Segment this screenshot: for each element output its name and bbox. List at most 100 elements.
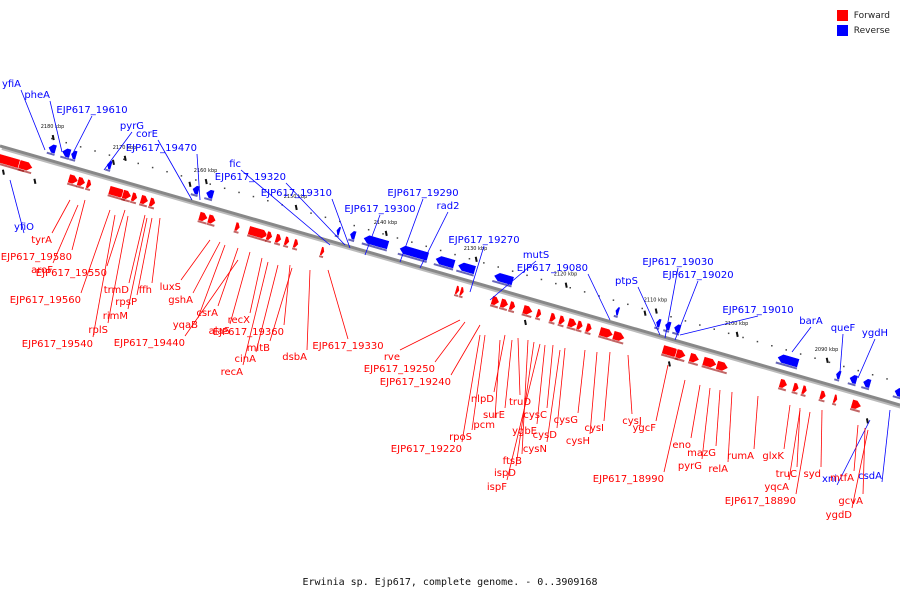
forward-gene-label: mazG [687,448,716,459]
forward-gene-body [233,221,241,232]
forward-gene-body [557,314,566,325]
ruler-dot [483,262,485,264]
reverse-gene-label: EJP617_19320 [215,172,286,183]
reverse-gene-label: pyrG [120,121,144,132]
forward-gene-body [688,352,700,363]
ruler-dot [108,154,111,156]
reverse-gene [60,147,73,161]
forward-gene-label: ispD [494,468,516,479]
forward-gene-label: mtfA [830,473,854,484]
forward-gene [233,221,241,234]
genome-backbone [0,144,900,409]
reverse-leader-line [20,89,46,151]
forward-gene [282,235,290,249]
scale-tick [474,256,478,262]
forward-gene-body [265,230,273,241]
ruler-dot [699,324,701,326]
forward-leader-line [255,264,279,353]
ruler-dot [51,137,53,140]
reverse-gene-label: corE [136,129,158,140]
forward-leader-line [521,339,529,455]
gene-shade [834,378,840,382]
forward-gene-label: ffh [139,285,152,296]
scale-tick-label: 2130 kbp [464,246,488,252]
reverse-gene [492,272,515,288]
reverse-gene-body [70,150,79,161]
ruler-dot [540,278,543,281]
forward-leader-line [434,321,466,363]
forward-gene-body [85,178,92,189]
ruler-dot [713,328,715,330]
gene-shade [557,323,564,328]
forward-gene [138,194,149,208]
forward-leader-line [690,384,701,439]
gene-shade [66,182,78,188]
ruler-dot [569,286,571,289]
feature-marks [1,159,869,424]
reverse-gene [892,387,900,400]
ruler-dot [454,253,456,256]
scale-tick-label: 2180 kbp [41,124,65,130]
forward-leader-line [106,209,126,267]
ruler-dot [670,316,672,318]
forward-gene-label: glxK [762,451,784,462]
reverse-gene-body [205,189,216,200]
forward-leader-line [506,343,541,481]
reverse-leader-line [587,273,611,321]
forward-leader-line [546,349,561,443]
forward-gene-body [139,194,149,205]
forward-gene [521,304,534,319]
feature-mark [33,178,37,184]
forward-gene-body [17,159,34,172]
forward-gene-body [458,286,465,297]
forward-gene-label: luxS [160,282,181,293]
reverse-gene-label: xni [822,474,837,485]
forward-leader-line [862,427,866,495]
forward-leader-line [151,217,161,284]
forward-gene-label: ygdD [826,510,853,521]
forward-leader-line [796,407,801,468]
forward-gene [498,297,509,312]
forward-gene-label: dsbA [282,352,307,363]
gene-shade [861,386,870,391]
forward-gene-label: EJP617_19250 [364,364,435,375]
forward-gene-label: EJP617_19540 [22,339,93,350]
reverse-gene-label: EJP617_19030 [642,257,713,268]
forward-gene [17,159,34,175]
map-caption: Erwinia sp. Ejp617, complete genome. - 0… [302,577,598,588]
gene-shade [17,168,32,175]
ruler-dot [151,166,154,169]
forward-leader-line [461,334,481,443]
scale-ticks: 2180 kbp 2170 kbp 2160 kbp 2150 kbp 2140 kbp… [41,124,838,363]
forward-gene-body [121,189,132,200]
gene-shade [714,369,727,375]
reverse-gene-label: pheA [24,90,50,101]
legend-forward-label: Forward [853,10,890,21]
forward-gene-label: yqaB [173,320,198,331]
forward-gene-body [598,326,614,339]
forward-gene [84,178,92,192]
gene-shade [584,331,591,336]
forward-gene [147,196,156,210]
forward-gene-label: rve [384,352,400,363]
reverse-gene-label: ptpS [615,276,638,287]
feature-mark [643,310,647,316]
forward-gene [800,384,808,397]
reverse-gene-label: EJP617_19080 [517,263,588,274]
forward-gene-label: EJP617_19240 [380,377,451,388]
gene-shade [233,230,239,234]
backbone-line [0,144,900,407]
ruler-dot [65,141,67,144]
forward-gene [791,382,800,395]
reverse-gene [433,255,457,271]
reverse-leader-line [9,179,25,234]
feature-mark [667,361,671,367]
reverse-gene [190,185,201,198]
forward-gene [489,295,500,309]
forward-leader-line [504,339,513,409]
ruler-dot [583,291,586,293]
forward-gene [458,286,465,299]
forward-leader-line [51,199,71,234]
forward-gene-body [535,308,542,319]
forward-gene [701,356,718,371]
